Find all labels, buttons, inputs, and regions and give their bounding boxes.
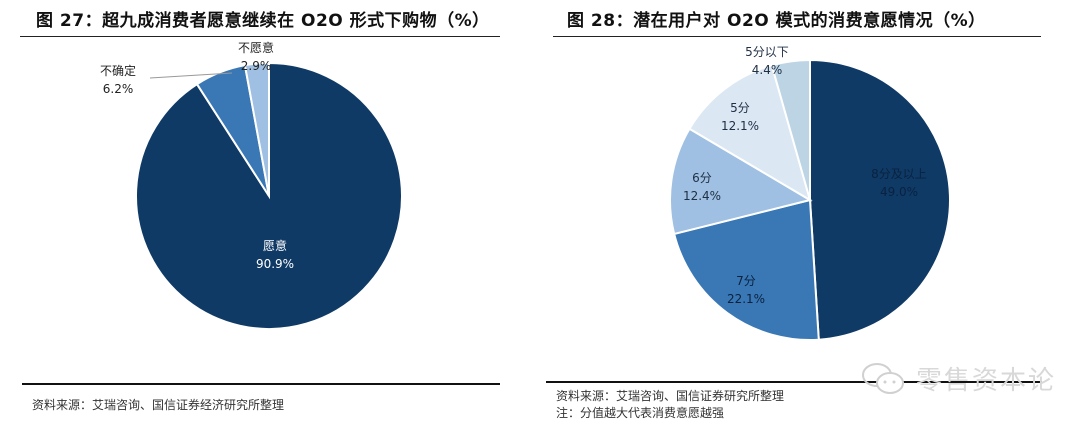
pie-slice	[809, 58, 951, 341]
pie-labels: 愿意 90.9% 不确定 6.2% 不愿意 2.9%	[100, 40, 294, 271]
pie-slices	[669, 58, 951, 341]
title-divider	[553, 36, 1041, 37]
slice-category-label: 6分	[692, 171, 712, 185]
leader-line	[149, 72, 233, 79]
source-note: 资料来源：艾瑞咨询、国信证券经济研究所整理	[32, 398, 285, 412]
watermark: 零售资本论	[860, 360, 1056, 397]
title-divider	[20, 36, 500, 37]
pie-slice	[672, 198, 820, 341]
slice-value-label: 6.2%	[103, 82, 134, 96]
slice-value-label: 22.1%	[727, 292, 765, 306]
pie-slice	[669, 127, 813, 236]
pie-labels: 8分及以上 49.0% 7分 22.1% 6分 12.4% 5分 12.1% 5分以下 4.4%	[683, 45, 927, 306]
right-chart-panel: 图 28：潜在用户对 O2O 模式的消费意愿情况（%） 8分及以上 49.0% 7分…	[540, 0, 1080, 425]
slice-category-label: 愿意	[263, 238, 287, 253]
slice-value-label: 90.9%	[256, 257, 294, 271]
slice-value-label: 4.4%	[752, 63, 783, 77]
pie-slice	[770, 58, 811, 201]
chart-title: 图 28：潜在用户对 O2O 模式的消费意愿情况（%）	[567, 11, 986, 31]
pie-slice	[688, 64, 812, 203]
pie-chart-28: 8分及以上 49.0% 7分 22.1% 6分 12.4% 5分 12.1% 5分以下 4.4%	[669, 45, 951, 341]
pie-slices	[135, 61, 403, 330]
slice-value-label: 12.1%	[721, 119, 759, 133]
slice-value-label: 12.4%	[683, 189, 721, 203]
slice-category-label: 5分	[730, 101, 750, 115]
slice-category-label: 不确定	[100, 63, 136, 78]
chart-title: 图 27：超九成消费者愿意继续在 O2O 形式下购物（%）	[36, 11, 490, 31]
slice-category-label: 不愿意	[238, 40, 274, 55]
slice-value-label: 49.0%	[880, 185, 918, 199]
left-chart-panel: 图 27：超九成消费者愿意继续在 O2O 形式下购物（%） 愿意 90.9% 不确定…	[20, 11, 500, 412]
pie-slice	[243, 61, 270, 197]
slice-value-label: 2.9%	[241, 59, 272, 73]
slice-category-label: 7分	[736, 274, 756, 288]
footnote: 注：分值越大代表消费意愿越强	[556, 406, 725, 420]
footer-divider	[22, 383, 500, 385]
slice-category-label: 5分以下	[745, 45, 789, 59]
pie-chart-27: 愿意 90.9% 不确定 6.2% 不愿意 2.9%	[100, 40, 403, 330]
watermark-text: 零售资本论	[916, 366, 1057, 396]
source-note: 资料来源：艾瑞咨询、国信证券研究所整理	[556, 389, 785, 403]
footer-divider	[546, 381, 1042, 383]
wechat-chat-bubbles-icon	[862, 362, 904, 394]
slice-category-label: 8分及以上	[871, 167, 927, 181]
